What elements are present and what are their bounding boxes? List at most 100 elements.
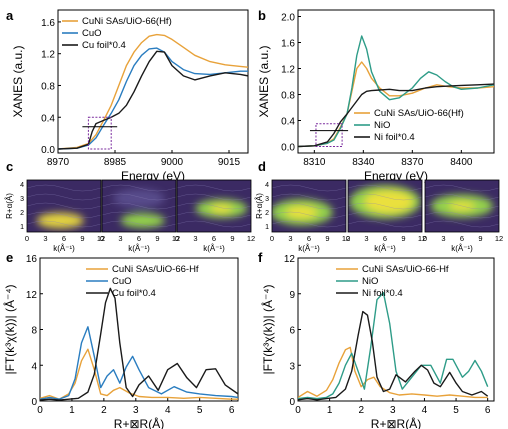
heatmap-contour-c-2 bbox=[177, 220, 251, 228]
heatmap-x-tick-d-1: 9 bbox=[401, 234, 405, 243]
panel-label-b: b bbox=[258, 8, 266, 23]
heatmap-contour-c-0 bbox=[27, 220, 101, 228]
series-line-a-2 bbox=[58, 50, 248, 150]
heatmap-contour-d-0 bbox=[272, 220, 346, 228]
x-tick-label-a: 9015 bbox=[218, 157, 241, 168]
heatmap-contour-c-1 bbox=[102, 220, 176, 228]
x-tick-label-f: 5 bbox=[453, 405, 459, 416]
heatmap-x-tick-d-0: 9 bbox=[325, 234, 329, 243]
heatmap-map-c-1 bbox=[113, 188, 165, 228]
heatmap-frame-d-0 bbox=[271, 179, 347, 233]
heatmap-contour-c-1 bbox=[102, 184, 176, 192]
heatmap-y-tick-c: 4 bbox=[20, 182, 24, 189]
heatmap-x-tick-d-2: 0 bbox=[423, 234, 427, 243]
heatmap-x-tick-c-0: 9 bbox=[80, 234, 84, 243]
x-axis-label-a: Energy (eV) bbox=[121, 169, 185, 183]
heatmap-x-tick-d-2: 12 bbox=[495, 234, 503, 243]
heatmap-contour-d-2 bbox=[425, 202, 499, 210]
plot-frame-f bbox=[297, 257, 495, 402]
y-tick-label-a: 1.2 bbox=[41, 50, 55, 61]
heatmap-x-tick-d-1: 12 bbox=[418, 234, 426, 243]
y-tick-label-b: 2.0 bbox=[281, 13, 295, 24]
heatmap-contour-d-1 bbox=[348, 193, 422, 201]
heatmap-x-tick-c-2: 3 bbox=[193, 234, 197, 243]
y-tick-label-e: 16 bbox=[26, 254, 38, 265]
y-tick-label-f: 0 bbox=[289, 397, 295, 408]
legend-label-e-1: CuO bbox=[112, 276, 132, 287]
y-tick-label-e: 8 bbox=[31, 326, 37, 337]
x-tick-label-b: 8340 bbox=[352, 157, 375, 168]
heatmap-contour-c-2 bbox=[177, 211, 251, 219]
y-tick-label-f: 9 bbox=[289, 290, 295, 301]
heatmap-contour-d-1 bbox=[348, 184, 422, 192]
legend-label-b-2: Ni foil*0.4 bbox=[374, 132, 415, 143]
heatmap-contour-c-0 bbox=[27, 193, 101, 201]
heatmap-x-tick-c-0: 0 bbox=[25, 234, 29, 243]
legend-label-f-2: Ni foil*0.4 bbox=[362, 288, 403, 299]
heatmap-x-tick-d-0: 0 bbox=[270, 234, 274, 243]
panel-label-f: f bbox=[258, 250, 263, 265]
heatmap-x-label-d-1: k(Å⁻¹) bbox=[374, 244, 396, 253]
heatmap-x-tick-d-1: 0 bbox=[346, 234, 350, 243]
heatmap-x-tick-d-1: 6 bbox=[383, 234, 387, 243]
heatmap-x-label-d-0: k(Å⁻¹) bbox=[298, 244, 320, 253]
heatmap-blob-c-1-1 bbox=[113, 188, 165, 208]
x-tick-label-b: 8310 bbox=[303, 157, 326, 168]
heatmap-x-label-c-2: k(Å⁻¹) bbox=[203, 244, 225, 253]
heatmap-x-tick-d-1: 3 bbox=[364, 234, 368, 243]
heatmap-frame-c-1 bbox=[101, 179, 177, 233]
heatmap-x-label-d-2: k(Å⁻¹) bbox=[451, 244, 473, 253]
heatmap-map-d-0 bbox=[272, 199, 333, 226]
heatmap-x-tick-d-0: 3 bbox=[288, 234, 292, 243]
heatmap-frame-d-1 bbox=[347, 179, 423, 233]
x-tick-label-e: 1 bbox=[69, 405, 75, 416]
x-tick-label-f: 3 bbox=[390, 405, 396, 416]
heatmap-x-tick-c-2: 9 bbox=[230, 234, 234, 243]
legend-label-b-0: CuNi SAs/UiO-66(Hf) bbox=[374, 108, 464, 119]
x-tick-label-a: 8970 bbox=[47, 157, 70, 168]
x-tick-label-f: 4 bbox=[422, 405, 428, 416]
heatmap-contour-d-2 bbox=[425, 193, 499, 201]
plot-frame-b bbox=[297, 9, 495, 154]
y-tick-label-a: 0.4 bbox=[41, 113, 55, 124]
plot-frame-a bbox=[57, 9, 249, 154]
heatmap-contour-c-1 bbox=[102, 211, 176, 219]
legend-label-f-0: CuNi SAs/UiO-66-Hf bbox=[362, 264, 449, 275]
y-tick-label-a: 0.8 bbox=[41, 81, 55, 92]
x-tick-label-e: 6 bbox=[229, 405, 235, 416]
y-tick-label-b: 0.0 bbox=[281, 143, 295, 154]
panel-label-e: e bbox=[6, 250, 13, 265]
series-line-e-2 bbox=[40, 287, 238, 401]
heatmap-blob-d-1-1 bbox=[364, 190, 414, 214]
heatmap-x-label-c-1: k(Å⁻¹) bbox=[128, 244, 150, 253]
heatmap-x-tick-d-0: 12 bbox=[342, 234, 350, 243]
x-tick-label-f: 0 bbox=[295, 405, 301, 416]
heatmap-x-tick-c-2: 0 bbox=[175, 234, 179, 243]
heatmap-y-tick-d: 4 bbox=[265, 182, 269, 189]
x-tick-label-e: 0 bbox=[37, 405, 43, 416]
y-axis-label-e: |FT(k³χ(k))| (Å⁻⁴) bbox=[2, 285, 17, 375]
heatmap-x-tick-c-1: 0 bbox=[100, 234, 104, 243]
heatmap-x-tick-c-1: 12 bbox=[172, 234, 180, 243]
heatmap-contour-c-0 bbox=[27, 202, 101, 210]
y-tick-label-e: 12 bbox=[26, 290, 38, 301]
panel-label-a: a bbox=[6, 8, 14, 23]
x-tick-label-f: 2 bbox=[358, 405, 364, 416]
heatmap-y-tick-c: 2 bbox=[20, 210, 24, 217]
heatmap-x-tick-c-0: 6 bbox=[62, 234, 66, 243]
x-tick-label-e: 4 bbox=[165, 405, 171, 416]
heatmap-x-tick-d-2: 9 bbox=[478, 234, 482, 243]
y-tick-label-f: 12 bbox=[284, 254, 296, 265]
x-tick-label-b: 8370 bbox=[401, 157, 424, 168]
heatmap-x-tick-c-1: 3 bbox=[118, 234, 122, 243]
heatmap-y-tick-c: 1 bbox=[20, 224, 24, 231]
heatmap-contour-d-0 bbox=[272, 193, 346, 201]
heatmap-contour-d-1 bbox=[348, 202, 422, 210]
series-line-b-2 bbox=[298, 83, 494, 148]
legend-label-f-1: NiO bbox=[362, 276, 378, 287]
panel-label-d: d bbox=[258, 159, 266, 174]
heatmap-x-tick-d-2: 3 bbox=[441, 234, 445, 243]
heatmap-x-label-c-0: k(Å⁻¹) bbox=[53, 244, 75, 253]
